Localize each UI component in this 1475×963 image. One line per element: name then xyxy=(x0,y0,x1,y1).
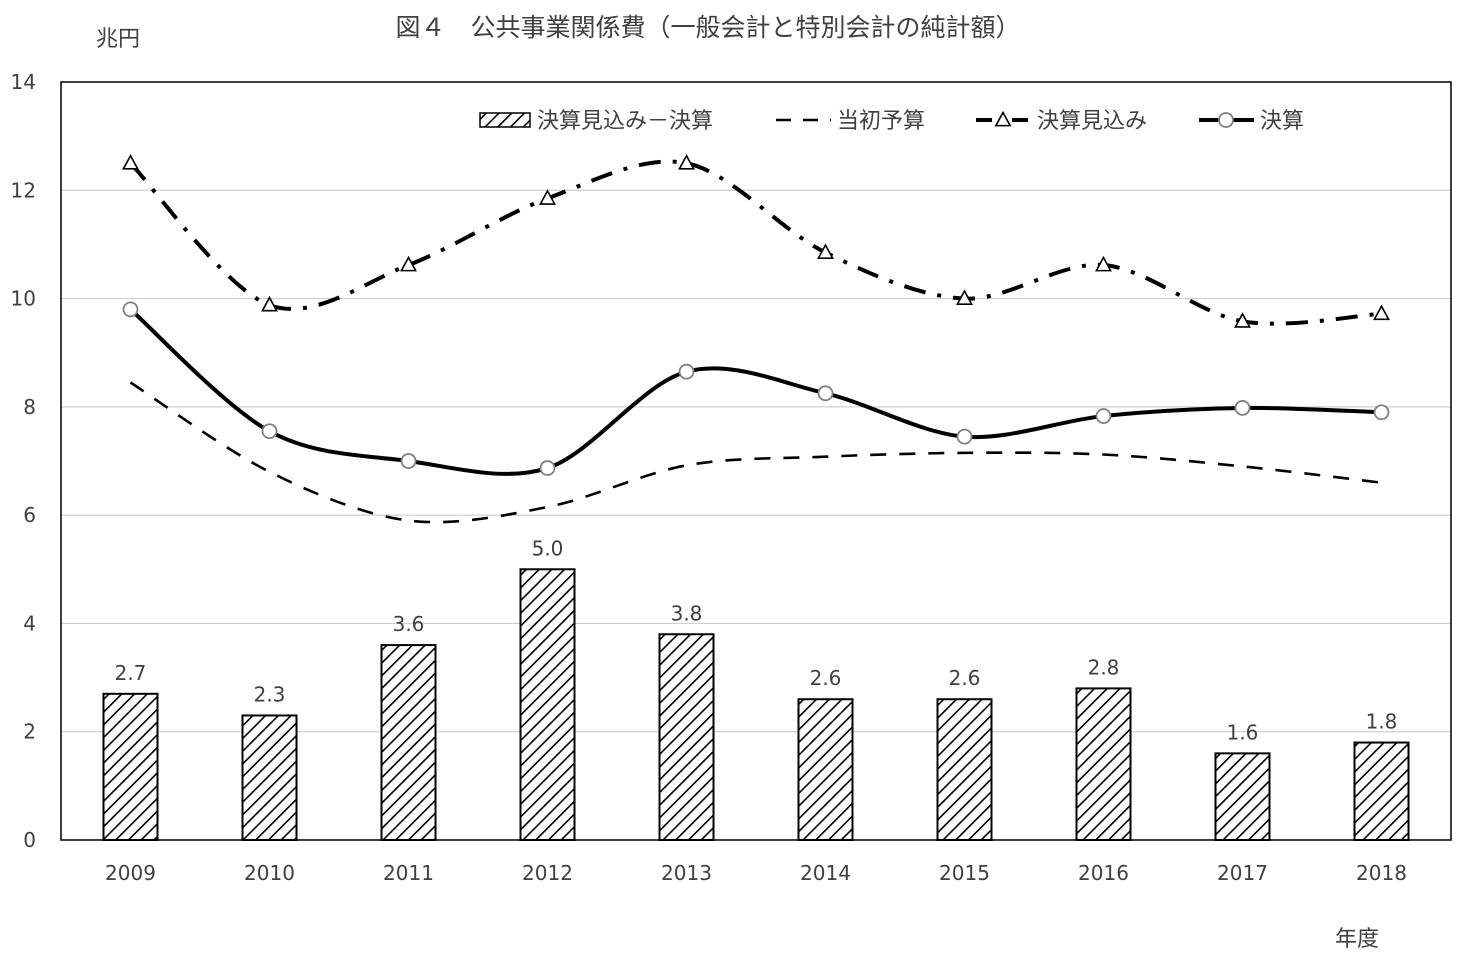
x-tick-label: 2011 xyxy=(383,861,434,885)
gridlines xyxy=(61,189,1451,733)
chart-title: 図４ 公共事業関係費（一般会計と特別会計の純計額） xyxy=(395,13,1020,42)
legend-swatch-bar xyxy=(479,112,531,128)
circle-marker xyxy=(539,460,556,476)
legend: 決算見込み－決算 当初予算 決算見込み 決算 xyxy=(479,109,1304,134)
y-tick-label: 6 xyxy=(23,503,36,527)
circle-marker xyxy=(122,301,139,318)
x-tick-label: 2018 xyxy=(1356,861,1407,885)
bar-data-label: 3.6 xyxy=(393,612,425,636)
bar xyxy=(380,644,437,841)
legend-label: 決算見込み xyxy=(1037,109,1147,134)
bar xyxy=(797,698,854,841)
bar xyxy=(1214,752,1271,841)
y-axis-unit-label: 兆円 xyxy=(96,27,140,52)
x-tick-label: 2014 xyxy=(800,861,851,885)
circle-marker xyxy=(1373,404,1390,421)
y-tick-label: 10 xyxy=(11,287,36,311)
bar xyxy=(1075,687,1132,842)
bar-data-label: 1.6 xyxy=(1227,720,1259,744)
bar-data-label: 2.8 xyxy=(1088,655,1120,679)
bar xyxy=(658,633,715,841)
legend-label: 当初予算 xyxy=(837,109,925,134)
x-tick-label: 2013 xyxy=(661,861,712,885)
circle-marker xyxy=(400,453,417,469)
legend-triangle-marker xyxy=(994,110,1012,127)
triangle-marker xyxy=(817,243,834,259)
triangle-marker xyxy=(1373,304,1390,321)
bar xyxy=(241,714,298,842)
triangle-marker xyxy=(956,289,973,305)
y-tick-label: 0 xyxy=(23,828,36,852)
y-axis-ticks: 0 2 4 6 8 10 12 14 xyxy=(11,70,36,852)
bar-data-labels: 2.7 2.3 3.6 5.0 3.8 2.6 2.6 2.8 1.6 1.8 xyxy=(115,536,1398,744)
x-tick-label: 2009 xyxy=(105,861,156,885)
line-markers xyxy=(122,154,1390,476)
line-series-2 xyxy=(129,159,1382,326)
bar-series xyxy=(102,568,1410,842)
x-axis-ticks: 2009 2010 2011 2012 2013 2014 2015 2016 2017 2018 xyxy=(105,861,1407,885)
y-tick-label: 12 xyxy=(11,178,36,202)
triangle-marker xyxy=(539,189,556,205)
y-tick-label: 14 xyxy=(11,70,36,94)
line-series-1 xyxy=(129,381,1382,524)
circle-marker xyxy=(678,363,695,380)
y-tick-label: 4 xyxy=(23,611,36,635)
legend-label: 決算 xyxy=(1260,109,1304,134)
bar-data-label: 3.8 xyxy=(671,601,703,625)
bar-data-label: 5.0 xyxy=(532,536,564,560)
line-series-3 xyxy=(129,307,1382,476)
x-tick-label: 2017 xyxy=(1217,861,1268,885)
y-tick-label: 8 xyxy=(23,395,36,419)
legend-circle-marker xyxy=(1218,112,1234,128)
bar xyxy=(936,698,993,841)
x-tick-label: 2015 xyxy=(939,861,990,885)
x-tick-label: 2010 xyxy=(244,861,295,885)
circle-marker xyxy=(261,423,278,440)
plot-area-frame xyxy=(60,81,1452,841)
bar xyxy=(519,568,576,841)
line-series xyxy=(129,159,1382,524)
x-tick-label: 2016 xyxy=(1078,861,1129,885)
legend-label: 決算見込み－決算 xyxy=(537,109,713,134)
bar xyxy=(102,692,159,841)
circle-marker xyxy=(1095,408,1112,424)
triangle-marker xyxy=(122,154,139,170)
x-tick-label: 2012 xyxy=(522,861,573,885)
triangle-marker xyxy=(400,255,417,272)
triangle-marker xyxy=(1095,255,1112,272)
bar-data-label: 2.7 xyxy=(115,661,147,685)
y-tick-label: 2 xyxy=(23,720,36,744)
triangle-marker xyxy=(1234,312,1251,328)
x-axis-unit-label: 年度 xyxy=(1335,927,1379,952)
circle-marker xyxy=(956,428,973,445)
bar-data-label: 2.3 xyxy=(254,682,286,706)
triangle-marker xyxy=(261,295,278,312)
circle-marker xyxy=(817,385,834,402)
bar-data-label: 2.6 xyxy=(949,666,981,690)
bar-data-label: 2.6 xyxy=(810,666,842,690)
bar xyxy=(1353,741,1410,841)
bar-data-label: 1.8 xyxy=(1366,710,1398,734)
triangle-marker xyxy=(678,154,695,170)
circle-marker xyxy=(1234,400,1251,416)
